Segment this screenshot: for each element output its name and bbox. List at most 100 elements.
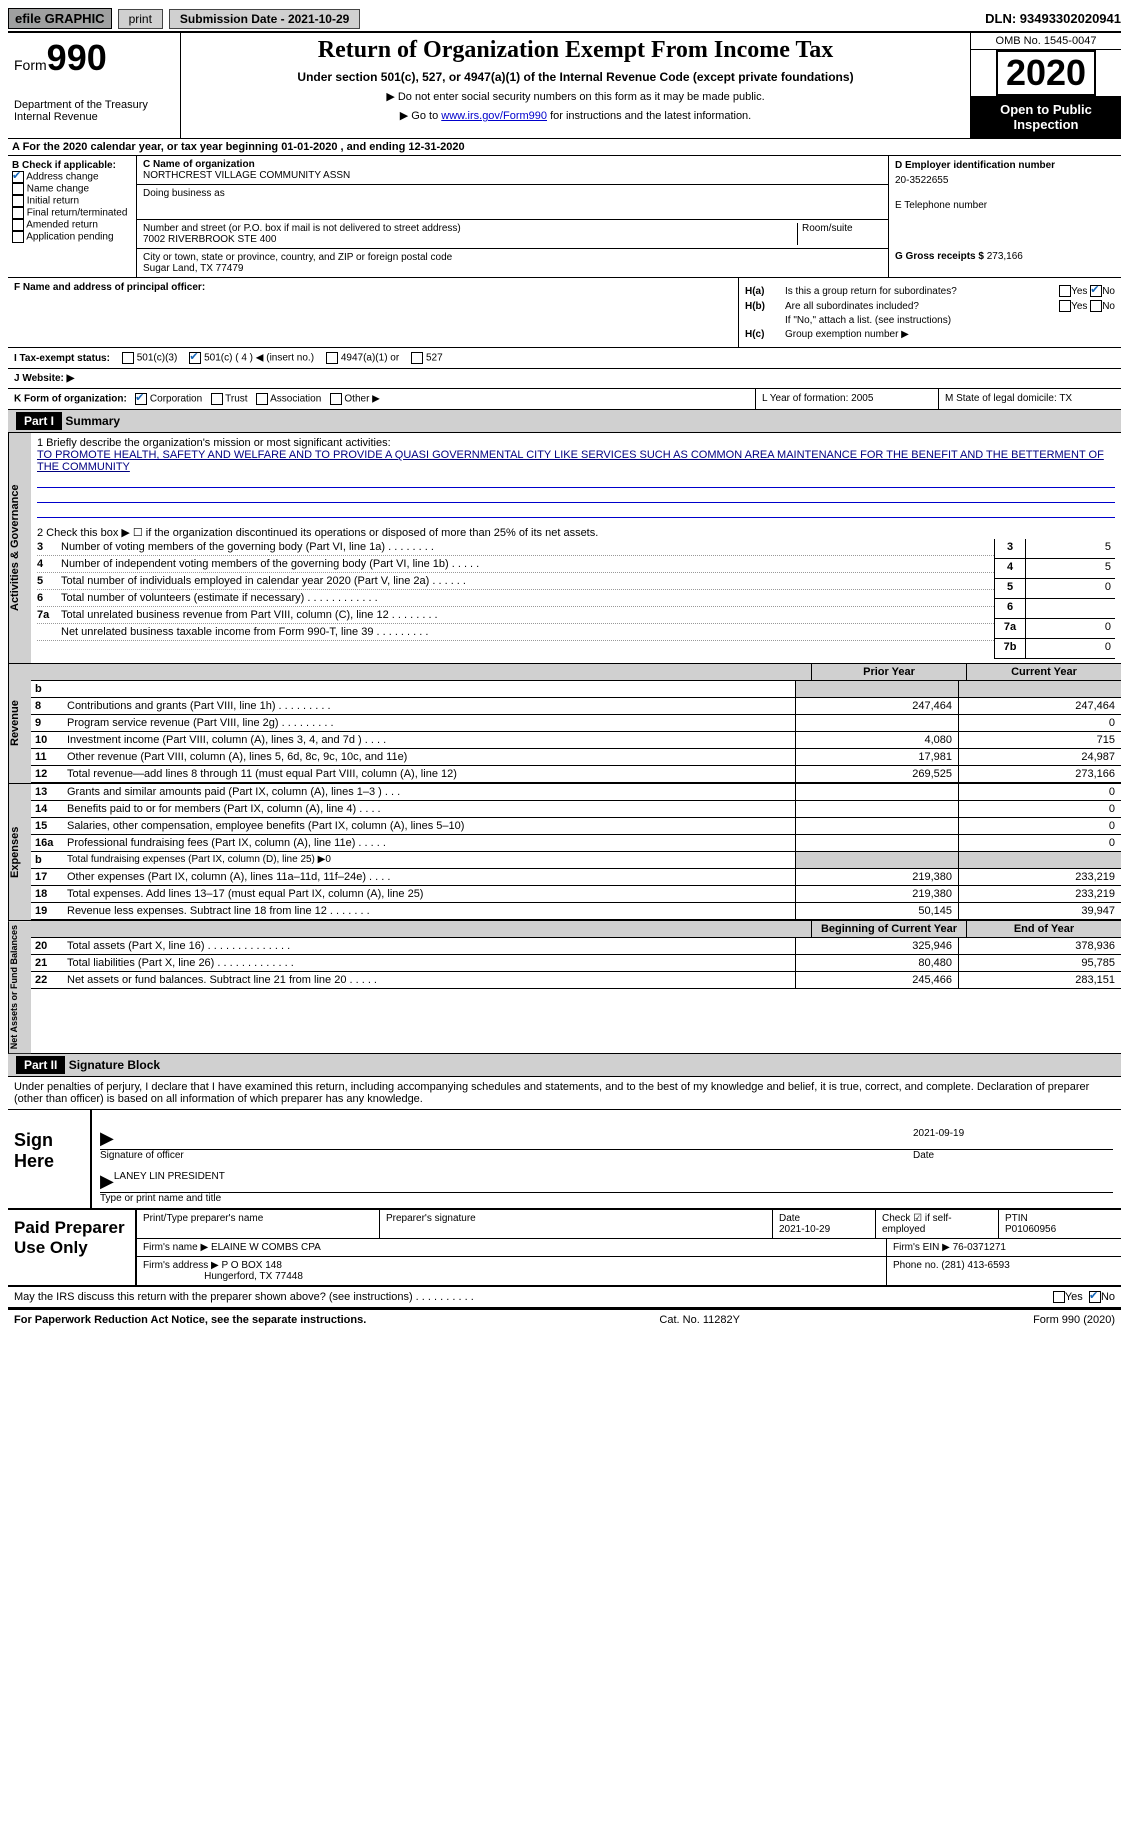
ha-no-lbl: No [1102, 286, 1115, 297]
chk-trust[interactable] [211, 393, 223, 405]
firm-addr-label: Firm's address ▶ [143, 1260, 219, 1271]
print-button[interactable]: print [118, 9, 163, 29]
chk-app-pending[interactable] [12, 231, 24, 243]
blank-line-3 [37, 503, 1115, 518]
firm-name: ELAINE W COMBS CPA [211, 1242, 321, 1253]
lbl-final: Final return/terminated [27, 208, 128, 219]
chk-amended[interactable] [12, 219, 24, 231]
year-formation: L Year of formation: 2005 [755, 389, 938, 409]
expenses-section: Expenses 13Grants and similar amounts pa… [8, 784, 1121, 921]
part1-header-row: Part I Summary [8, 410, 1121, 433]
gov-value-cell: 45 [995, 559, 1115, 579]
lbl-initial: Initial return [27, 196, 79, 207]
fin-line: 11Other revenue (Part VIII, column (A), … [31, 749, 1121, 766]
chk-address-change[interactable] [12, 171, 24, 183]
firm-ein-label: Firm's EIN ▶ [893, 1242, 950, 1253]
fin-header: Prior Year Current Year [31, 664, 1121, 681]
chk-other[interactable] [330, 393, 342, 405]
mission-text: TO PROMOTE HEALTH, SAFETY AND WELFARE AN… [37, 449, 1115, 473]
revenue-rows: b8Contributions and grants (Part VIII, l… [31, 681, 1121, 783]
chk-name-change[interactable] [12, 183, 24, 195]
ha-text: Is this a group return for subordinates? [785, 286, 1059, 297]
fin-line: 19Revenue less expenses. Subtract line 1… [31, 903, 1121, 920]
discuss-text: May the IRS discuss this return with the… [14, 1291, 1053, 1303]
instruction-2: ▶ Go to www.irs.gov/Form990 for instruct… [187, 109, 964, 122]
lbl-other: Other ▶ [344, 394, 379, 405]
chk-assoc[interactable] [256, 393, 268, 405]
chk-corp[interactable] [135, 393, 147, 405]
paperwork-notice: For Paperwork Reduction Act Notice, see … [14, 1314, 366, 1326]
gov-line: 4Number of independent voting members of… [37, 556, 994, 573]
arrow-icon-2: ▶ [100, 1171, 114, 1192]
col-c-org-info: C Name of organization NORTHCREST VILLAG… [137, 156, 889, 277]
gross-label: G Gross receipts $ [895, 251, 984, 262]
sign-here-label: Sign Here [8, 1110, 92, 1208]
chk-final[interactable] [12, 207, 24, 219]
fin-line: 17Other expenses (Part IX, column (A), l… [31, 869, 1121, 886]
ha-yes-chk[interactable] [1059, 285, 1071, 297]
fin-line: 12Total revenue—add lines 8 through 11 (… [31, 766, 1121, 783]
pp-ptin-val: P01060956 [1005, 1224, 1056, 1235]
row-a-period: A For the 2020 calendar year, or tax yea… [8, 139, 1121, 156]
hb-yes-chk[interactable] [1059, 300, 1071, 312]
part1-title: Summary [65, 414, 120, 428]
paid-preparer-label: Paid Preparer Use Only [8, 1210, 137, 1285]
part2-title: Signature Block [69, 1058, 160, 1072]
paid-preparer-section: Paid Preparer Use Only Print/Type prepar… [8, 1210, 1121, 1287]
city-state-zip: Sugar Land, TX 77479 [143, 263, 882, 274]
chk-501c[interactable] [189, 352, 201, 364]
fin-line: 18Total expenses. Add lines 13–17 (must … [31, 886, 1121, 903]
omb-number: OMB No. 1545-0047 [971, 33, 1121, 50]
firm-addr1: P O BOX 148 [222, 1260, 282, 1271]
catalog-number: Cat. No. 11282Y [659, 1314, 740, 1326]
discuss-yes-lbl: Yes [1065, 1291, 1083, 1303]
pp-self-employed: Check ☑ if self-employed [876, 1210, 999, 1238]
part2-badge: Part II [16, 1056, 65, 1074]
discuss-yes-chk[interactable] [1053, 1291, 1065, 1303]
row-k: K Form of organization: Corporation Trus… [8, 389, 1121, 410]
fin-line: 8Contributions and grants (Part VIII, li… [31, 698, 1121, 715]
colb-header: B Check if applicable: [12, 160, 132, 171]
form-header: Form990 Department of the Treasury Inter… [8, 33, 1121, 139]
hc-text: Group exemption number ▶ [785, 329, 909, 340]
lbl-trust: Trust [225, 394, 247, 405]
revenue-section: Revenue Prior Year Current Year b8Contri… [8, 664, 1121, 784]
phone-label: E Telephone number [895, 200, 1115, 211]
section-f-h: F Name and address of principal officer:… [8, 278, 1121, 348]
gov-line: 6Total number of volunteers (estimate if… [37, 590, 994, 607]
mission-prompt: 1 Briefly describe the organization's mi… [37, 437, 1115, 449]
discuss-no-lbl: No [1101, 1291, 1115, 1303]
address-label: Number and street (or P.O. box if mail i… [143, 223, 793, 234]
gov-line: 7aTotal unrelated business revenue from … [37, 607, 994, 624]
tax-status-row: I Tax-exempt status: 501(c)(3) 501(c) ( … [8, 348, 1121, 369]
sign-here-section: Sign Here ▶ 2021-09-19 Signature of offi… [8, 1110, 1121, 1210]
hb-note: If "No," attach a list. (see instruction… [745, 315, 1115, 326]
chk-527[interactable] [411, 352, 423, 364]
ha-yes-lbl: Yes [1071, 286, 1087, 297]
identity-grid: B Check if applicable: Address change Na… [8, 156, 1121, 278]
chk-initial[interactable] [12, 195, 24, 207]
submission-date: Submission Date - 2021-10-29 [169, 9, 360, 29]
fin-line: 14Benefits paid to or for members (Part … [31, 801, 1121, 818]
ha-no-chk[interactable] [1090, 285, 1102, 297]
gross-receipts: 273,166 [987, 251, 1023, 262]
form-word: Form [14, 57, 47, 73]
instr2-suffix: for instructions and the latest informat… [547, 110, 751, 122]
na-end-hdr: End of Year [966, 921, 1121, 937]
chk-4947[interactable] [326, 352, 338, 364]
gov-line: 5Total number of individuals employed in… [37, 573, 994, 590]
gov-value-cell: 35 [995, 539, 1115, 559]
gov-line: Net unrelated business taxable income fr… [37, 624, 994, 641]
hb-no-chk[interactable] [1090, 300, 1102, 312]
form-title: Return of Organization Exempt From Incom… [187, 37, 964, 64]
tax-year: 2020 [996, 50, 1096, 96]
irs-link[interactable]: www.irs.gov/Form990 [441, 110, 547, 122]
gov-line: 3Number of voting members of the governi… [37, 539, 994, 556]
lbl-amended: Amended return [26, 220, 98, 231]
pp-date-val: 2021-10-29 [779, 1224, 830, 1235]
na-begin-hdr: Beginning of Current Year [811, 921, 966, 937]
chk-501c3[interactable] [122, 352, 134, 364]
na-rows: 20Total assets (Part X, line 16) . . . .… [31, 938, 1121, 989]
discuss-no-chk[interactable] [1089, 1291, 1101, 1303]
org-name-label: C Name of organization [143, 159, 882, 170]
